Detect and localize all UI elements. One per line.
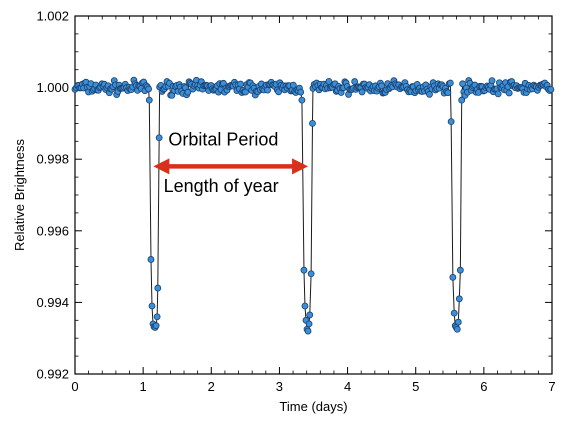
data-point <box>547 86 555 93</box>
y-tick-label: 0.996 <box>36 223 69 238</box>
period-arrow-right-head <box>292 158 309 175</box>
data-point <box>494 90 502 98</box>
x-tick-label: 1 <box>140 379 147 394</box>
data-point <box>148 302 156 310</box>
plot-area <box>74 15 553 375</box>
tick-labels: 0 1 2 3 4 5 6 7 0.992 0.994 0.996 0.998 1.000 1.002 <box>36 9 555 395</box>
data-point <box>305 320 313 328</box>
x-tick-label: 0 <box>71 379 78 394</box>
data-point <box>446 79 454 87</box>
data-point <box>458 96 466 104</box>
x-tick-label: 5 <box>412 379 419 394</box>
data-point <box>153 313 161 321</box>
data-point <box>309 120 316 127</box>
data-point <box>147 256 155 263</box>
annotations: Orbital Period Length of year <box>153 130 309 196</box>
data-point <box>152 322 160 330</box>
data-point <box>488 77 496 85</box>
data-point <box>456 266 464 274</box>
data-point <box>378 82 386 90</box>
data-point <box>325 77 333 85</box>
data-point <box>455 295 463 303</box>
data-point <box>351 78 359 85</box>
x-axis-title: Time (days) <box>279 399 347 414</box>
data-point <box>289 81 297 89</box>
data-point <box>505 89 513 97</box>
data-point <box>297 88 305 96</box>
data-point <box>453 325 461 333</box>
data-point <box>449 273 457 281</box>
x-tick-label: 6 <box>480 379 487 394</box>
data-point <box>154 284 162 292</box>
data-point <box>454 318 462 326</box>
data-point <box>237 80 244 88</box>
data-point <box>184 88 192 96</box>
data-point <box>145 96 153 104</box>
data-point <box>155 134 163 142</box>
data-point <box>301 302 309 310</box>
data-point <box>306 311 314 319</box>
data-point <box>304 327 312 335</box>
x-tick-label: 4 <box>344 379 351 394</box>
data-point <box>358 88 366 96</box>
data-point <box>307 270 315 278</box>
annotation-orbital-period: Orbital Period <box>168 130 278 150</box>
annotation-length-of-year: Length of year <box>164 176 279 196</box>
y-tick-label: 0.992 <box>36 367 69 382</box>
y-tick-label: 0.998 <box>36 152 69 167</box>
data-point <box>444 89 452 97</box>
period-arrow-left-head <box>153 158 170 175</box>
data-point <box>300 266 308 274</box>
y-tick-label: 1.000 <box>36 80 69 95</box>
y-tick-label: 0.994 <box>36 295 69 310</box>
data-point <box>145 85 152 93</box>
x-tick-label: 7 <box>548 379 555 394</box>
axis-ticks <box>74 15 553 375</box>
series-points <box>71 76 555 335</box>
data-point <box>298 96 306 104</box>
data-point <box>447 118 455 126</box>
y-tick-label: 1.002 <box>36 9 69 24</box>
data-point <box>264 86 271 94</box>
plot-frame <box>74 15 553 375</box>
x-tick-label: 3 <box>276 379 283 394</box>
data-point <box>450 309 458 317</box>
y-axis-title: Relative Brightness <box>12 139 27 251</box>
x-tick-label: 2 <box>208 379 215 394</box>
